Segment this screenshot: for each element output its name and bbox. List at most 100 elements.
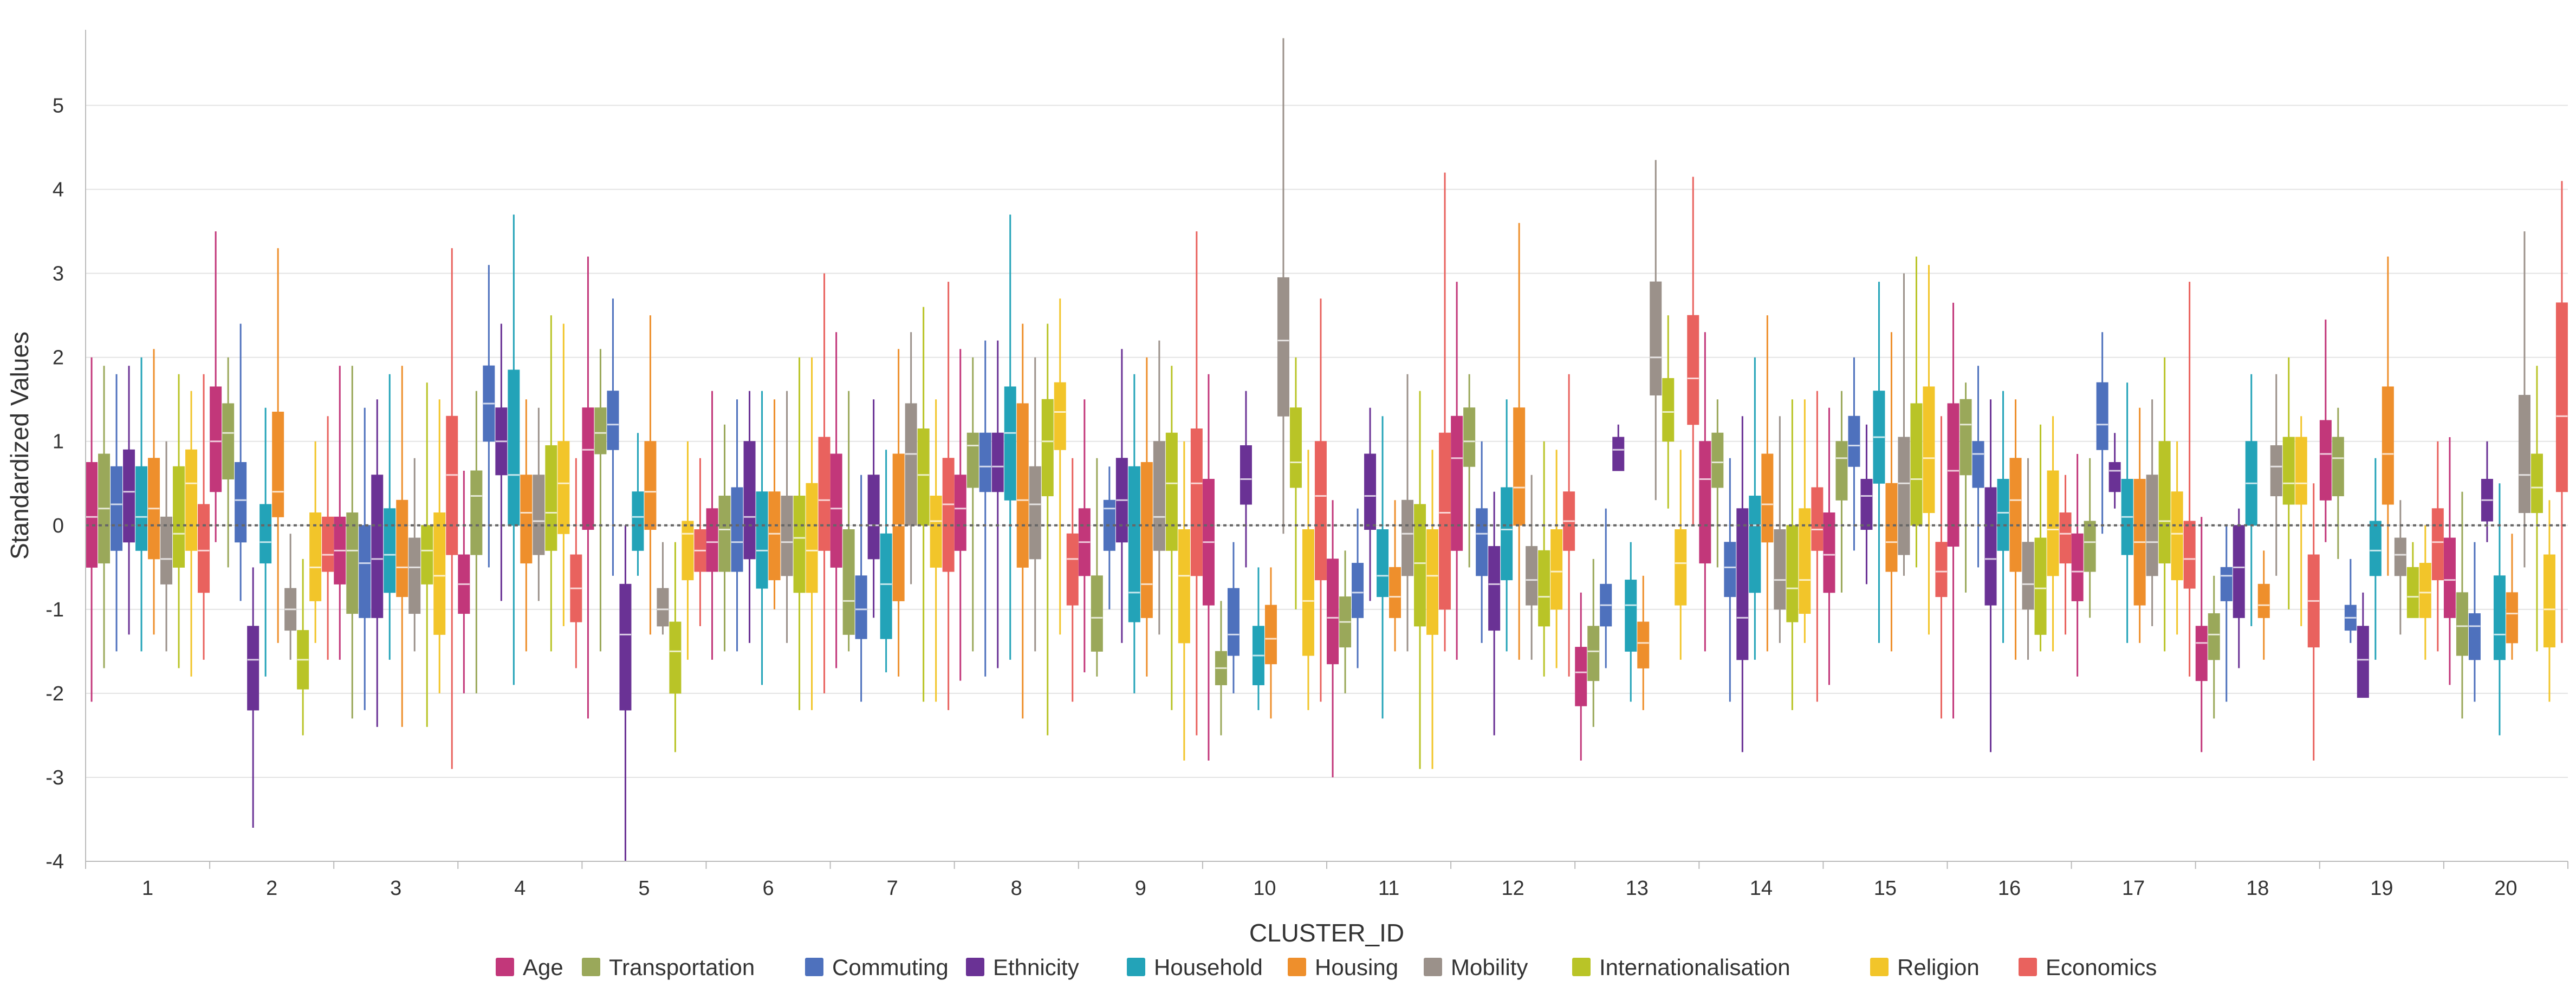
box [247, 626, 259, 711]
box [768, 491, 781, 581]
series-age [86, 231, 2456, 777]
box [235, 462, 247, 543]
y-tick-label: 4 [53, 179, 64, 202]
box [1761, 453, 1774, 543]
legend-item-internationalisation[interactable]: Internationalisation [1572, 954, 1790, 980]
legend-label: Age [523, 954, 563, 980]
box [2059, 512, 2072, 564]
box [520, 475, 533, 564]
x-tick-label: 3 [390, 877, 401, 900]
legend-item-ethnicity[interactable]: Ethnicity [966, 954, 1079, 980]
box [2394, 537, 2406, 576]
box [545, 445, 557, 551]
box [123, 449, 135, 543]
legend-item-commuting[interactable]: Commuting [805, 954, 949, 980]
box [644, 441, 657, 530]
box [582, 407, 594, 530]
box [408, 537, 421, 614]
legend-item-religion[interactable]: Religion [1870, 954, 1980, 980]
y-tick-label: 2 [53, 347, 64, 369]
box [1401, 499, 1414, 576]
box [371, 475, 384, 618]
legend-swatch [1288, 958, 1306, 976]
box [86, 462, 98, 568]
legend-swatch [1127, 958, 1145, 976]
box [1016, 403, 1029, 568]
box [222, 403, 235, 480]
box [1054, 382, 1066, 450]
box [657, 588, 669, 627]
box [1637, 621, 1650, 668]
box [2195, 626, 2208, 681]
box [1513, 407, 1526, 526]
legend-item-age[interactable]: Age [496, 954, 563, 980]
box [1662, 378, 1675, 442]
y-tick-label: -3 [46, 767, 64, 789]
box [1501, 487, 1513, 581]
box [2543, 554, 2555, 648]
box [1029, 466, 1041, 560]
y-tick-label: -2 [46, 683, 64, 705]
box [1823, 512, 1835, 593]
x-tick-label: 14 [1750, 877, 1773, 900]
box [198, 504, 210, 593]
box [2357, 626, 2369, 698]
box [942, 458, 955, 572]
y-tick-label: -1 [46, 599, 64, 621]
box [2369, 521, 2382, 576]
box [619, 583, 632, 711]
box [470, 470, 483, 555]
box [2158, 441, 2171, 564]
legend-item-mobility[interactable]: Mobility [1424, 954, 1528, 980]
legend-label: Mobility [1451, 954, 1528, 980]
series-religion [185, 265, 2555, 769]
legend[interactable]: Age Transportation Commuting Ethnicity House… [496, 954, 2157, 980]
box [272, 411, 284, 517]
box [2096, 382, 2108, 450]
series-household [135, 215, 2506, 736]
box [2406, 567, 2419, 618]
legend-item-economics[interactable]: Economics [2019, 954, 2157, 980]
x-tick-label: 5 [638, 877, 650, 900]
series-mobility [160, 38, 2530, 660]
box [173, 466, 185, 568]
box [1587, 626, 1600, 681]
legend-item-housing[interactable]: Housing [1288, 954, 1398, 980]
box [1699, 441, 1711, 564]
y-tick-label: 5 [53, 95, 64, 118]
box [1799, 508, 1811, 614]
y-tick-label: -4 [46, 850, 64, 873]
box [2295, 437, 2307, 505]
legend-swatch [1424, 958, 1442, 976]
x-tick-label: 15 [1874, 877, 1897, 900]
legend-label: Commuting [832, 954, 949, 980]
box [1476, 508, 1488, 576]
box [979, 432, 991, 492]
box [1935, 542, 1948, 598]
x-tick-label: 13 [1626, 877, 1649, 900]
box [1526, 546, 1538, 606]
box [1835, 441, 1848, 501]
box [632, 491, 644, 551]
box [1240, 445, 1252, 505]
box [781, 496, 793, 576]
box [1786, 525, 1799, 622]
box [259, 504, 272, 564]
legend-swatch [1572, 958, 1591, 976]
x-tick-label: 2 [266, 877, 277, 900]
box [1439, 432, 1451, 610]
box [1724, 542, 1736, 598]
box [2233, 525, 2245, 618]
box [421, 525, 433, 585]
legend-swatch [966, 958, 984, 976]
legend-item-household[interactable]: Household [1127, 954, 1263, 980]
legend-item-transportation[interactable]: Transportation [582, 954, 755, 980]
legend-label: Internationalisation [1599, 954, 1790, 980]
box [1910, 403, 1923, 526]
box [806, 483, 818, 593]
box [917, 428, 930, 526]
box [2506, 592, 2518, 644]
legend-swatch [2019, 958, 2037, 976]
box [607, 391, 619, 450]
box [1612, 437, 1625, 471]
